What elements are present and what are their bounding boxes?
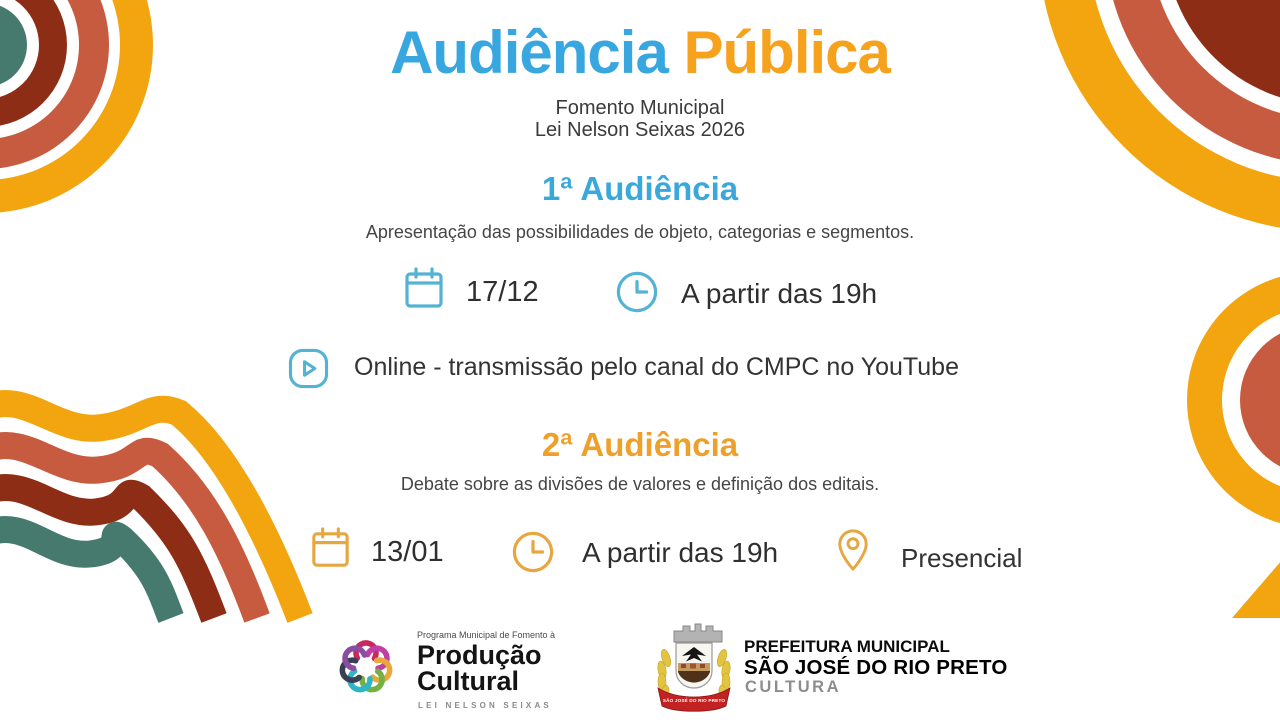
coat-of-arms-icon: SÃO JOSÉ DO RIO PRETO (657, 623, 731, 712)
ribbon-text: SÃO JOSÉ DO RIO PRETO (663, 696, 726, 703)
ribbon (657, 687, 731, 712)
producao-cultural-logo (325, 622, 407, 715)
shield-landscape (678, 663, 710, 683)
section-1-heading: 1ª Audiência (541, 170, 739, 207)
prefeitura-line-3: CULTURA (745, 678, 842, 696)
producao-name-line-2: Cultural (417, 666, 520, 696)
top-left-arcs-decoration (0, 0, 153, 213)
section-1-description: Apresentação das possibilidades de objet… (365, 222, 915, 242)
producao-subtext: LEI NELSON SEIXAS (418, 701, 552, 710)
page-title: Audiência Pública (0, 18, 1280, 87)
right-middle-arcs-decoration (1187, 276, 1280, 524)
left-wave-stripes-decoration (0, 390, 313, 623)
play-icon (285, 345, 332, 397)
title-word-blue: Audiência (390, 19, 669, 86)
section-2-location: Presencial (901, 543, 1023, 573)
title-word-orange: Pública (667, 19, 890, 86)
producao-name-line-1: Produção (417, 640, 542, 670)
clock-icon (509, 528, 557, 581)
section-2-time: A partir das 19h (582, 537, 779, 568)
section-1-location: Online - transmissão pelo canal do CMPC … (354, 353, 959, 381)
subtitle-line-2: Lei Nelson Seixas 2026 (534, 119, 746, 141)
calendar-icon (400, 263, 448, 320)
prefeitura-line-1: PREFEITURA MUNICIPAL (744, 637, 950, 656)
clock-icon (613, 268, 661, 321)
section-1-date: 17/12 (466, 276, 539, 308)
eagle (682, 647, 706, 662)
section-2-description: Debate sobre as divisões de valores e de… (400, 474, 880, 494)
prefeitura-line-2: SÃO JOSÉ DO RIO PRETO (744, 656, 1008, 679)
flower-icon (339, 640, 393, 693)
section-1-time: A partir das 19h (681, 278, 878, 309)
top-right-arcs-decoration (1044, 0, 1280, 228)
mural-crown (673, 623, 723, 643)
calendar-icon (307, 523, 354, 579)
section-2-heading: 2ª Audiência (541, 426, 739, 463)
producao-tagline: Programa Municipal de Fomento à (417, 630, 556, 640)
section-2-date: 13/01 (371, 536, 444, 568)
producao-name: Produção Cultural (417, 640, 542, 696)
prefeitura-coat-of-arms: SÃO JOSÉ DO RIO PRETO (650, 616, 738, 720)
subtitle-line-1: Fomento Municipal (555, 97, 725, 119)
bottom-right-wedge-decoration (1232, 562, 1280, 618)
map-pin-icon (831, 524, 875, 579)
